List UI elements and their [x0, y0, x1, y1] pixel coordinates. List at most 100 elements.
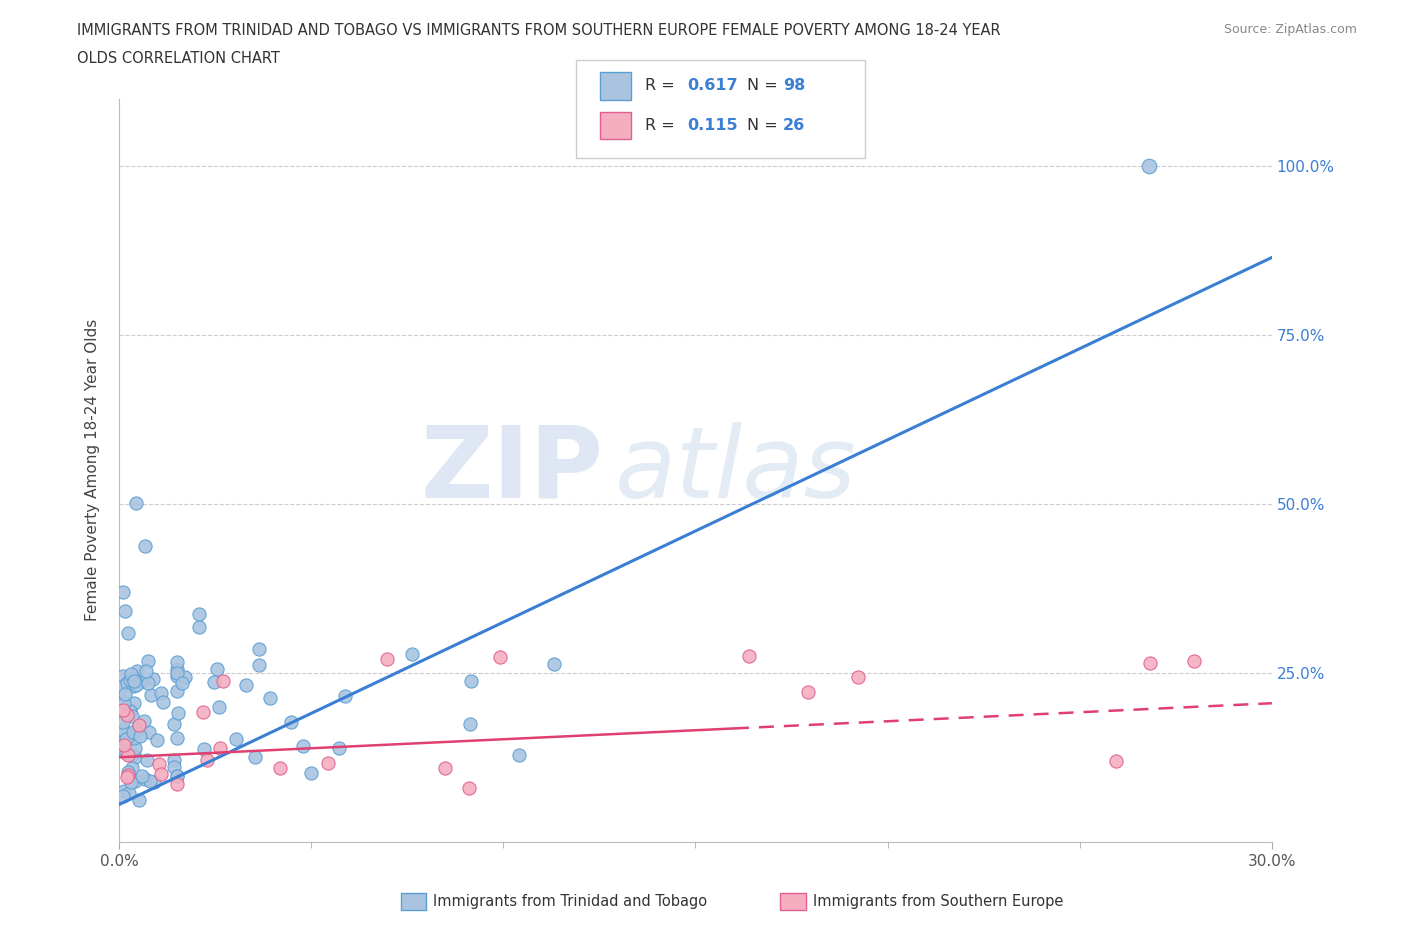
Point	[797, 684, 820, 699]
Point	[1137, 159, 1160, 174]
Point	[117, 767, 139, 782]
Point	[129, 675, 152, 690]
Point	[208, 740, 231, 755]
Point	[188, 619, 211, 634]
Point	[166, 769, 188, 784]
Point	[138, 724, 160, 739]
Point	[142, 775, 165, 790]
Point	[134, 772, 156, 787]
Point	[138, 654, 160, 669]
Text: 0.617: 0.617	[688, 78, 738, 93]
Point	[112, 696, 135, 711]
Point	[193, 705, 215, 720]
Point	[139, 687, 162, 702]
Point	[128, 717, 150, 732]
Point	[333, 688, 356, 703]
Point	[150, 685, 173, 700]
Point	[115, 675, 138, 690]
Point	[328, 740, 350, 755]
Point	[114, 737, 136, 752]
Point	[543, 657, 565, 671]
Point	[122, 724, 145, 739]
Point	[115, 708, 138, 723]
Point	[460, 674, 482, 689]
Point	[316, 755, 339, 770]
Text: atlas: atlas	[614, 421, 856, 519]
Point	[848, 670, 870, 684]
Point	[508, 748, 530, 763]
Point	[152, 695, 174, 710]
Point	[259, 690, 281, 705]
Point	[111, 714, 134, 729]
Point	[120, 775, 142, 790]
Point	[115, 731, 138, 746]
Point	[377, 651, 399, 666]
Text: OLDS CORRELATION CHART: OLDS CORRELATION CHART	[77, 51, 280, 66]
Point	[128, 728, 150, 743]
Point	[205, 662, 228, 677]
Point	[195, 752, 218, 767]
Point	[166, 684, 188, 698]
Point	[202, 675, 225, 690]
Point	[135, 663, 157, 678]
Point	[117, 748, 139, 763]
Point	[299, 765, 322, 780]
Point	[136, 675, 159, 690]
Point	[125, 722, 148, 737]
Point	[122, 673, 145, 688]
Y-axis label: Female Poverty Among 18-24 Year Olds: Female Poverty Among 18-24 Year Olds	[86, 319, 100, 621]
Point	[125, 495, 148, 510]
Text: ZIP: ZIP	[420, 421, 603, 519]
Point	[124, 740, 146, 755]
Point	[166, 668, 188, 683]
Point	[124, 774, 146, 789]
Point	[125, 677, 148, 692]
Point	[245, 750, 267, 764]
Point	[131, 768, 153, 783]
Text: N =: N =	[747, 78, 783, 93]
Text: Immigrants from Southern Europe: Immigrants from Southern Europe	[813, 894, 1063, 909]
Point	[111, 584, 134, 599]
Point	[117, 626, 139, 641]
Point	[434, 761, 457, 776]
Point	[166, 665, 188, 680]
Point	[124, 749, 146, 764]
Point	[166, 777, 188, 791]
Point	[193, 742, 215, 757]
Point	[122, 678, 145, 693]
Point	[207, 699, 229, 714]
Point	[118, 705, 141, 720]
Point	[118, 703, 141, 718]
Point	[132, 713, 155, 728]
Text: IMMIGRANTS FROM TRINIDAD AND TOBAGO VS IMMIGRANTS FROM SOUTHERN EUROPE FEMALE PO: IMMIGRANTS FROM TRINIDAD AND TOBAGO VS I…	[77, 23, 1001, 38]
Point	[280, 714, 302, 729]
Point	[122, 696, 145, 711]
Point	[225, 731, 247, 746]
Point	[247, 642, 270, 657]
Point	[166, 731, 188, 746]
Text: Immigrants from Trinidad and Tobago: Immigrants from Trinidad and Tobago	[433, 894, 707, 909]
Point	[122, 671, 145, 685]
Point	[145, 732, 167, 747]
Point	[114, 687, 136, 702]
Point	[111, 789, 134, 804]
Point	[118, 786, 141, 801]
Point	[121, 761, 143, 776]
Point	[142, 671, 165, 686]
Point	[117, 764, 139, 779]
Point	[120, 727, 142, 742]
Point	[111, 669, 134, 684]
Point	[114, 604, 136, 618]
Point	[121, 709, 143, 724]
Point	[235, 677, 257, 692]
Point	[148, 756, 170, 771]
Point	[127, 664, 149, 679]
Point	[458, 780, 481, 795]
Text: Source: ZipAtlas.com: Source: ZipAtlas.com	[1223, 23, 1357, 36]
Point	[111, 679, 134, 694]
Point	[111, 694, 134, 709]
Point	[128, 792, 150, 807]
Point	[112, 783, 135, 798]
Point	[114, 725, 136, 740]
Point	[135, 753, 157, 768]
